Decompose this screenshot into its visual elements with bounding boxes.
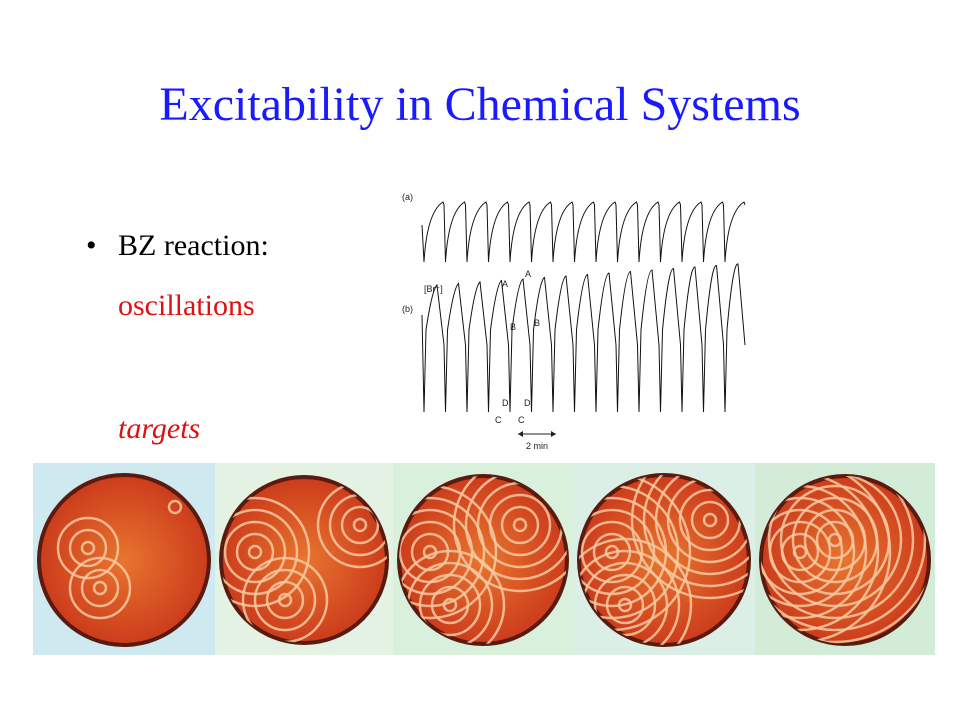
wave-ring — [92, 580, 108, 596]
wave-ring — [418, 573, 482, 637]
wave-ring — [68, 556, 132, 620]
wave-ring — [442, 597, 458, 613]
wave-ring — [580, 520, 644, 584]
point-label: C — [518, 415, 525, 425]
wave-ring — [761, 508, 844, 596]
point-label: A — [525, 269, 531, 279]
dish-waves — [56, 499, 183, 620]
wave-ring — [815, 520, 855, 560]
trace-b — [421, 263, 746, 413]
point-label: B — [534, 318, 540, 328]
wave-ring — [761, 476, 915, 620]
panel-label: (a) — [402, 192, 413, 202]
oscillation-figure: (a) (b) [Br⁻] A A B B C C D D 2 min — [402, 192, 746, 451]
wave-ring — [579, 549, 681, 645]
bullet-item: oscillations — [118, 289, 255, 322]
wave-ring — [247, 544, 263, 560]
dish — [219, 475, 389, 645]
dish-waves — [579, 475, 749, 645]
wave-ring — [399, 496, 486, 608]
wave-ring — [690, 500, 730, 540]
wave-ring — [767, 476, 903, 608]
wave-ring — [512, 517, 528, 533]
dish — [37, 473, 211, 647]
wave-ring — [761, 476, 927, 632]
wave-ring — [654, 475, 749, 576]
wave-ring — [593, 573, 657, 637]
wave-ring — [80, 568, 120, 608]
wave-ring — [167, 499, 183, 515]
bullet-dot: • — [86, 229, 97, 262]
dish — [759, 474, 931, 646]
wave-ring — [464, 476, 567, 581]
point-label: D — [524, 398, 531, 408]
slide-title: Excitability in Chemical Systems — [159, 78, 800, 131]
wave-ring — [761, 476, 929, 644]
wave-ring — [265, 580, 305, 620]
wave-ring — [488, 493, 552, 557]
wave-ring — [80, 540, 96, 556]
wave-ring — [827, 532, 843, 548]
point-label: D — [502, 398, 509, 408]
scale-label: 2 min — [526, 441, 548, 451]
panel-label: (b) — [402, 304, 413, 314]
wave-ring — [399, 549, 506, 644]
wave-ring — [430, 585, 470, 625]
wave-ring — [617, 597, 633, 613]
trace-a — [421, 201, 746, 263]
wave-ring — [253, 568, 317, 632]
wave-ring — [277, 592, 293, 608]
point-label: A — [502, 279, 508, 289]
wave-ring — [352, 517, 368, 533]
bullet-label: BZ reaction: — [118, 229, 269, 262]
wave-ring — [630, 475, 749, 600]
wave-ring — [791, 496, 879, 584]
wave-ring — [340, 505, 380, 545]
wave-ring — [702, 512, 718, 528]
wave-ring — [452, 476, 567, 593]
wave-ring — [56, 516, 120, 580]
point-label: B — [510, 322, 516, 332]
wave-ring — [761, 476, 880, 632]
species-label: [Br⁻] — [424, 284, 443, 294]
dish — [577, 473, 751, 647]
point-label: C — [495, 415, 502, 425]
wave-ring — [223, 520, 287, 584]
wave-ring — [642, 475, 749, 588]
wave-ring — [605, 585, 645, 625]
wave-ring — [779, 484, 891, 596]
wave-ring — [803, 508, 867, 572]
wave-ring — [500, 505, 540, 545]
bullet-item: targets — [118, 412, 200, 445]
wave-ring — [579, 537, 693, 645]
dish-waves — [221, 481, 387, 643]
petri-dishes — [33, 463, 935, 655]
wave-ring — [68, 528, 108, 568]
